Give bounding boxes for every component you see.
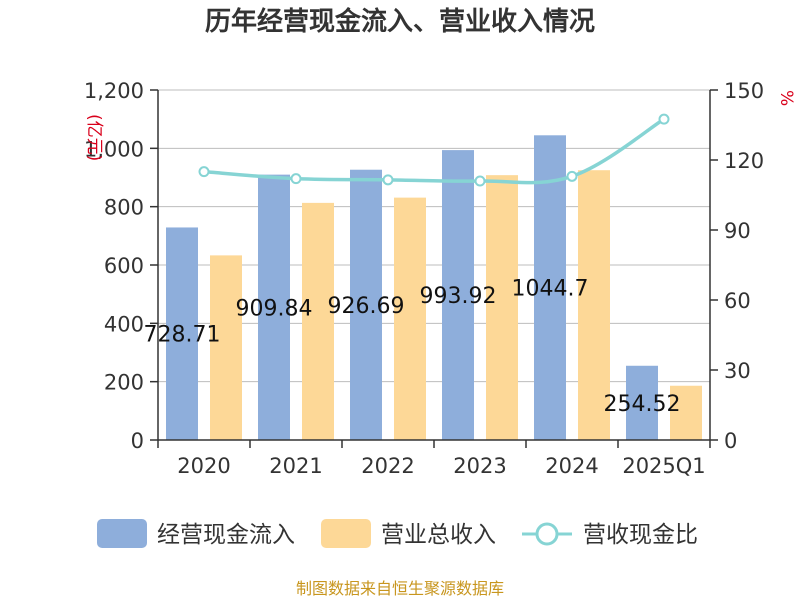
x-tick-label: 2022 (361, 454, 414, 478)
y-left-tick-label: 1,000 (84, 137, 144, 161)
legend-swatch-cash-inflow (97, 519, 147, 548)
data-labels: 728.71 909.84 926.69 993.92 1044.7 254.52 (144, 277, 681, 417)
x-tick-label: 2025Q1 (622, 454, 705, 478)
y-left-tick-label: 400 (104, 312, 144, 336)
y-right-tick-label: 150 (724, 79, 764, 103)
y-left-tick-label: 1,200 (84, 79, 144, 103)
bar-cash-inflow (350, 169, 382, 440)
legend-label-revenue: 营业总收入 (381, 522, 496, 548)
bar-cash-inflow (258, 174, 290, 440)
y-right-tick-label: 120 (724, 149, 764, 173)
x-tick-label: 2024 (545, 454, 598, 478)
bar-cash-inflow (534, 135, 566, 440)
y-left-unit-label: (亿元) (84, 114, 104, 161)
y-right-tick-label: 60 (724, 289, 751, 313)
data-label-cash-inflow: 1044.7 (512, 277, 589, 302)
ratio-line (198, 113, 670, 187)
bar-revenue (394, 197, 426, 440)
legend-label-ratio: 营收现金比 (583, 522, 698, 548)
bar-cash-inflow (626, 365, 658, 440)
ratio-point (382, 174, 394, 186)
bars (166, 135, 702, 441)
bar-revenue (302, 202, 334, 440)
legend-swatch-revenue (321, 519, 371, 548)
y-left-tick-label: 600 (104, 254, 144, 278)
ratio-point (658, 113, 670, 125)
x-tick-label: 2023 (453, 454, 506, 478)
legend: 经营现金流入 营业总收入 营收现金比 (97, 519, 698, 548)
bar-cash-inflow (166, 227, 198, 440)
bar-revenue (670, 385, 702, 440)
data-label-cash-inflow: 993.92 (420, 284, 497, 309)
bar-revenue (578, 170, 610, 441)
legend-marker-ratio (535, 522, 559, 546)
data-label-cash-inflow: 728.71 (144, 323, 221, 348)
bar-revenue (486, 175, 518, 440)
y-right-tick-label: 0 (724, 429, 737, 453)
y-right-tick-label: 30 (724, 359, 751, 383)
ratio-point (566, 170, 578, 182)
y-right-tick-label: 90 (724, 219, 751, 243)
axes: 0 200 400 600 800 1,000 1,200 0 30 60 90 120 150 2020… (84, 79, 764, 478)
ratio-point (290, 173, 302, 185)
legend-label-cash-inflow: 经营现金流入 (157, 522, 295, 548)
data-label-cash-inflow: 909.84 (236, 296, 313, 321)
y-left-tick-label: 0 (131, 429, 144, 453)
x-tick-label: 2020 (177, 454, 230, 478)
chart-title: 历年经营现金流入、营业收入情况 (205, 6, 595, 37)
grid (158, 89, 710, 383)
ratio-point (198, 166, 210, 178)
y-left-tick-label: 800 (104, 196, 144, 220)
data-label-cash-inflow: 926.69 (328, 294, 405, 319)
x-tick-label: 2021 (269, 454, 322, 478)
source-note: 制图数据来自恒生聚源数据库 (296, 579, 504, 598)
data-label-cash-inflow: 254.52 (604, 392, 681, 417)
bar-cash-inflow (442, 150, 474, 440)
y-right-unit-label: % (776, 90, 796, 106)
y-left-tick-label: 200 (104, 371, 144, 395)
ratio-point (474, 175, 486, 187)
ratio-line-path (203, 117, 665, 185)
bar-revenue (210, 255, 242, 440)
